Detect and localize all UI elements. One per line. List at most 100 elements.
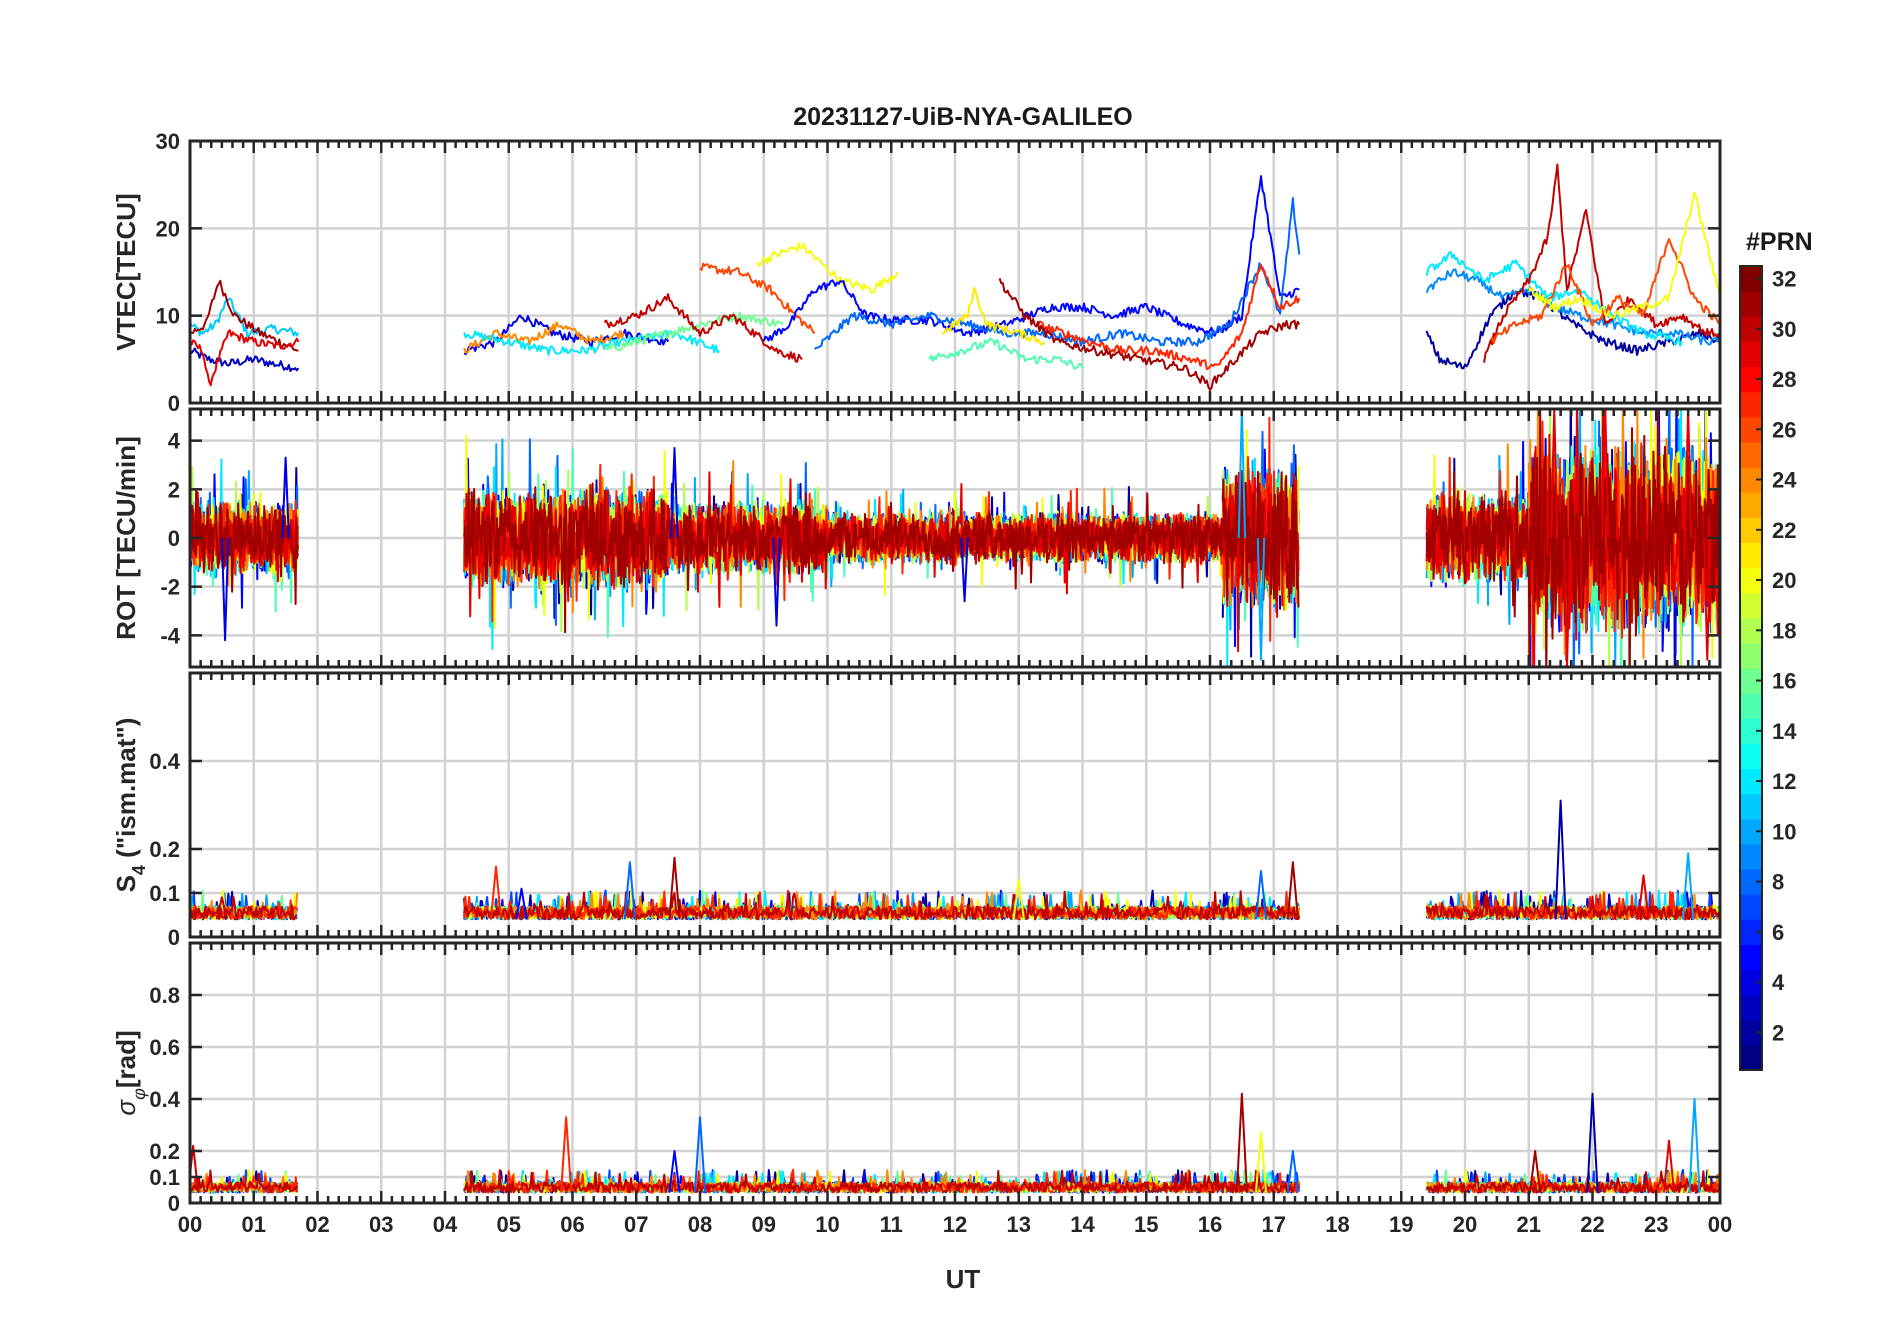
spike bbox=[1529, 1150, 1542, 1193]
colorbar-step bbox=[1740, 642, 1762, 669]
colorbar-step bbox=[1740, 592, 1762, 619]
x-tick-label: 22 bbox=[1580, 1212, 1604, 1237]
rot-spike bbox=[1550, 409, 1559, 539]
x-tick-label: 16 bbox=[1198, 1212, 1222, 1237]
colorbar-step bbox=[1740, 391, 1762, 418]
rot-spike bbox=[281, 456, 290, 539]
rot-spike bbox=[1683, 409, 1693, 539]
y-tick-label: 0 bbox=[168, 391, 180, 416]
colorbar-tick-label: 22 bbox=[1772, 518, 1796, 543]
colorbar-step bbox=[1740, 994, 1762, 1021]
y-tick-label: 0.1 bbox=[149, 1165, 180, 1190]
x-tick-label: 00 bbox=[178, 1212, 202, 1237]
y-tick-label: 0.6 bbox=[149, 1035, 180, 1060]
colorbar-step bbox=[1740, 291, 1762, 317]
colorbar-step bbox=[1740, 869, 1762, 895]
colorbar-step bbox=[1740, 316, 1762, 342]
x-tick-label: 12 bbox=[943, 1212, 967, 1237]
series-line-prn-3 bbox=[190, 347, 300, 372]
series-line-prn-30 bbox=[603, 293, 803, 363]
rot-spike bbox=[1256, 537, 1266, 661]
colorbar-step bbox=[1740, 617, 1762, 644]
colorbar-step bbox=[1740, 1044, 1762, 1071]
colorbar-frame bbox=[1739, 265, 1763, 1071]
x-tick-label: 10 bbox=[815, 1212, 839, 1237]
colorbar-label: #PRN bbox=[1746, 228, 1813, 256]
spike bbox=[668, 1150, 681, 1193]
rot-spike bbox=[220, 537, 230, 642]
rot-spike bbox=[670, 446, 679, 539]
x-tick-label: 04 bbox=[433, 1212, 458, 1237]
x-tick-label: 14 bbox=[1070, 1212, 1095, 1237]
colorbar-step bbox=[1740, 793, 1762, 820]
x-tick-label: 00 bbox=[1708, 1212, 1732, 1237]
x-tick-label: 07 bbox=[624, 1212, 648, 1237]
x-tick-label: 01 bbox=[242, 1212, 266, 1237]
colorbar-step bbox=[1740, 969, 1762, 996]
spike bbox=[1682, 852, 1695, 920]
series-vtec bbox=[190, 163, 1720, 391]
rot-spike bbox=[1562, 537, 1572, 667]
y-tick-label: 0.8 bbox=[149, 983, 180, 1008]
colorbar-step bbox=[1740, 542, 1762, 569]
colorbar-step bbox=[1740, 843, 1762, 870]
x-tick-label: 13 bbox=[1007, 1212, 1031, 1237]
x-ticks bbox=[188, 409, 1722, 667]
colorbar-step bbox=[1740, 517, 1762, 543]
rot-spike bbox=[1601, 409, 1610, 539]
grid-sigma_phi bbox=[190, 943, 1720, 1203]
x-ticks bbox=[188, 943, 1722, 1203]
y-tick-label: 0 bbox=[168, 1191, 180, 1216]
y-axis-label-sigma_phi: σφ[rad] bbox=[111, 1030, 149, 1115]
x-ticks bbox=[188, 673, 1722, 937]
spike bbox=[623, 861, 636, 920]
spike bbox=[1254, 870, 1268, 920]
y-tick-label: 0 bbox=[168, 925, 180, 950]
colorbar-tick-label: 20 bbox=[1772, 568, 1796, 593]
spike bbox=[1235, 1092, 1248, 1193]
colorbar-tick-label: 28 bbox=[1772, 367, 1796, 392]
colorbar-tick-label: 2 bbox=[1772, 1020, 1784, 1045]
colorbar-step bbox=[1740, 266, 1762, 292]
panel-vtec: 0 10 20 30 VTEC[TECU] bbox=[111, 129, 1722, 416]
spike bbox=[1286, 1150, 1299, 1193]
panel-sigma_phi: 00.10.2 0.4 0.6 0.8σφ[rad] bbox=[111, 941, 1722, 1216]
spike bbox=[668, 856, 681, 920]
colorbar-tick-label: 6 bbox=[1772, 920, 1784, 945]
rot-spike bbox=[1237, 409, 1247, 539]
series-sigma_phi bbox=[190, 1092, 1720, 1194]
spike bbox=[1637, 874, 1650, 920]
colorbar-step bbox=[1740, 743, 1762, 770]
y-tick-label: 0.2 bbox=[149, 837, 180, 862]
colorbar-step bbox=[1740, 768, 1762, 795]
colorbar-tick-label: 24 bbox=[1772, 468, 1797, 493]
colorbar-step bbox=[1740, 441, 1762, 468]
spike bbox=[560, 1116, 573, 1193]
series-line-prn-11 bbox=[190, 297, 300, 338]
y-tick-label: 20 bbox=[156, 216, 180, 241]
x-axis-label: UT bbox=[946, 1264, 981, 1294]
rot-spike bbox=[960, 537, 969, 603]
series-line-prn-8 bbox=[814, 197, 1301, 350]
y-tick-label: -2 bbox=[160, 575, 180, 600]
y-axis-label-s4: S4 ("ism.mat") bbox=[111, 718, 149, 893]
colorbar-tick-label: 14 bbox=[1772, 719, 1797, 744]
rot-trace-prn-31 bbox=[190, 409, 1720, 667]
y-tick-label: 2 bbox=[168, 477, 180, 502]
series-s4 bbox=[190, 799, 1720, 921]
x-tick-label: 11 bbox=[880, 1212, 903, 1237]
x-tick-label: 18 bbox=[1325, 1212, 1349, 1237]
x-tick-label: 20 bbox=[1453, 1212, 1477, 1237]
spike bbox=[215, 896, 228, 920]
y-tick-label: 0.1 bbox=[149, 881, 180, 906]
chart-title: 20231127-UiB-NYA-GALILEO bbox=[793, 103, 1132, 131]
y-axis-label-vtec: VTEC[TECU] bbox=[111, 193, 141, 350]
x-tick-label: 09 bbox=[752, 1212, 776, 1237]
spike bbox=[1286, 861, 1299, 920]
x-tick-label: 21 bbox=[1517, 1212, 1541, 1237]
x-tick-label: 06 bbox=[560, 1212, 584, 1237]
colorbar-step bbox=[1740, 919, 1762, 945]
colorbar-tick-label: 30 bbox=[1772, 317, 1796, 342]
series-line-prn-29 bbox=[190, 329, 300, 387]
